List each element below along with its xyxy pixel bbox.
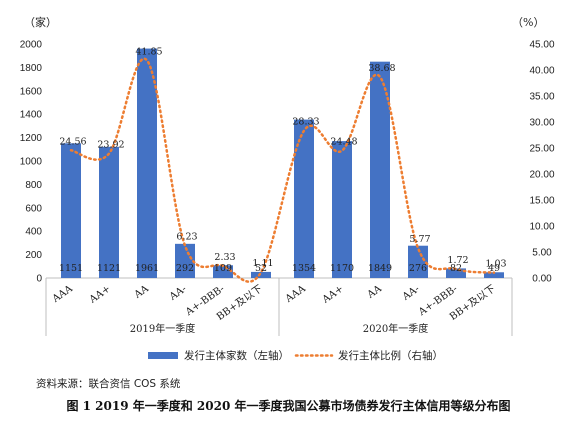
group-label: 2019年一季度 [130,322,195,335]
count-label: 1354 [292,263,316,274]
bar [175,243,195,278]
count-label: 1961 [135,263,159,274]
ratio-label: 41.85 [135,46,162,57]
count-label: 292 [176,263,194,274]
left-tick-label: 1200 [20,133,43,144]
ratio-label: 5.77 [409,234,430,245]
ratio-label: 1.72 [447,255,468,266]
left-tick-label: 200 [25,250,42,261]
legend-label-line: 发行主体比例（右轴） [338,349,443,362]
left-tick-label: 800 [25,180,42,191]
ratio-series [69,57,496,283]
category-label: AA [365,283,385,301]
count-label: 82 [450,263,462,274]
legend: 发行主体家数（左轴） 发行主体比例（右轴） [148,349,443,362]
ratio-label: 1.03 [485,259,506,270]
count-label: 49 [488,263,500,274]
ratio-label: 24.48 [330,137,357,148]
count-label: 276 [409,263,427,274]
ratio-label: 2.33 [214,252,235,263]
left-axis-unit: （家） [24,15,57,29]
right-tick-label: 0.00 [532,274,552,285]
right-tick-label: 45.00 [529,40,554,51]
bar-series [61,48,504,279]
chart: （家） （%） 0 200 400 600 800 1000 1200 1400 1600 1800 2… [20,15,555,362]
bar [99,146,119,278]
ratio-label: 23.92 [97,140,124,151]
legend-label-bar: 发行主体家数（左轴） [184,349,289,362]
category-label: AAA [50,283,76,305]
data-labels: 1151 24.56 1121 23.92 1961 41.85 292 6.23 1092.3… [59,46,507,274]
bar [446,268,466,278]
bar [484,272,504,278]
right-axis-unit: （%） [512,16,544,29]
count-label: 109 [214,263,232,274]
bar [251,271,271,278]
category-label: AA- [167,283,189,303]
group-label: 2020年一季度 [363,322,428,335]
ratio-label: 38.68 [368,63,395,74]
ratio-label: 28.33 [292,117,319,128]
bar [408,245,428,278]
category-label: AA+ [87,283,113,306]
right-tick-label: 15.00 [529,196,554,207]
count-label: 1151 [59,263,83,274]
bar [332,141,352,278]
category-label: AA [132,283,152,301]
bar [137,48,157,278]
count-label: 1849 [368,263,392,274]
bar [61,143,81,278]
category-label: AA+ [320,283,346,306]
right-tick-label: 40.00 [529,66,554,77]
count-label: 1170 [330,263,354,274]
count-label: 1121 [97,263,121,274]
right-tick-label: 30.00 [529,118,554,129]
right-tick-label: 20.00 [529,170,554,181]
left-tick-label: 400 [25,227,42,238]
legend-swatch-bar [148,352,178,359]
ratio-line [69,57,496,283]
left-tick-label: 1400 [20,110,43,121]
right-tick-label: 10.00 [529,222,554,233]
bar [370,61,390,279]
ratio-label: 6.23 [176,232,197,243]
left-tick-label: 1000 [20,157,43,168]
category-label: AAA [283,283,309,305]
figure-caption: 图 1 2019 年一季度和 2020 年一季度我国公募市场债券发行主体信用等级… [66,399,511,413]
chart-axes: （家） （%） 0 200 400 600 800 1000 1200 1400 1600 1800 2… [20,15,555,336]
left-tick-label: 0 [36,274,42,285]
count-label: 52 [255,263,267,274]
right-tick-label: 5.00 [532,248,552,259]
left-tick-label: 1600 [20,86,43,97]
right-tick-label: 35.00 [529,92,554,103]
category-label: AA- [400,283,422,303]
left-tick-label: 2000 [20,40,43,51]
left-tick-label: 1800 [20,63,43,74]
ratio-label: 24.56 [59,136,86,147]
source-note: 资料来源：联合资信 COS 系统 [36,378,181,390]
bar [294,119,314,278]
ratio-label: 1.11 [252,258,273,269]
right-tick-label: 25.00 [529,144,554,155]
left-tick-label: 600 [25,203,42,214]
